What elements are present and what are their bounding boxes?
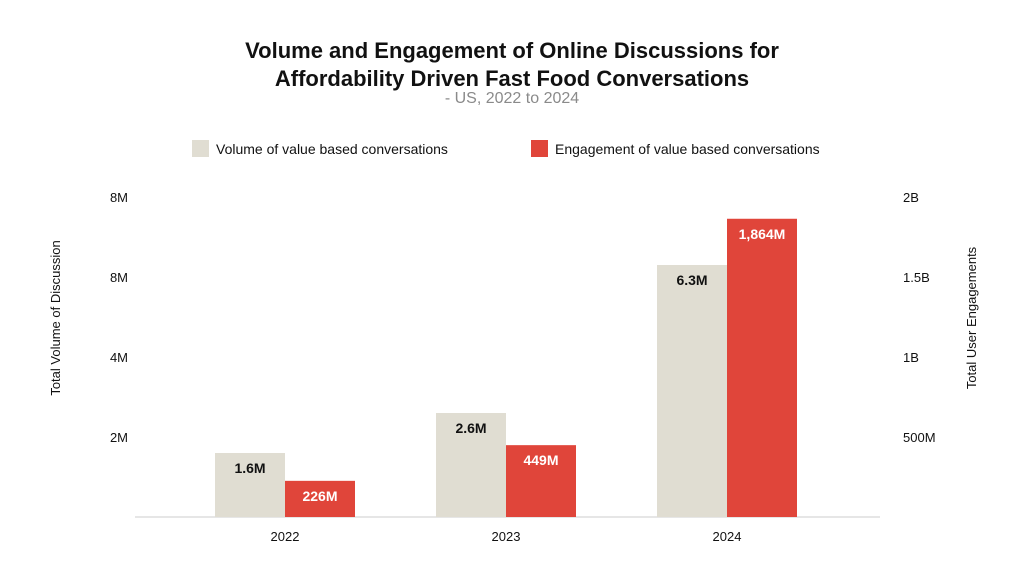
chart-subtitle: - US, 2022 to 2024 [444,90,580,107]
bar-volume-2024 [657,265,727,517]
bar-label-engagement-2022: 226M [302,488,337,504]
legend-swatch-engagement [531,140,548,157]
bar-label-engagement-2024: 1,864M [739,226,786,242]
legend-label-volume: Volume of value based conversations [216,140,448,157]
legend-item-volume: Volume of value based conversations [192,140,448,157]
bar-volume-2023 [436,413,506,517]
bar-volume-2022 [215,453,285,517]
chart-title-line-2: Affordability Driven Fast Food Conversat… [274,66,750,91]
legend-swatch-volume [192,140,209,157]
bar-label-volume-2022: 1.6M [234,460,265,476]
legend-label-engagement: Engagement of value based conversations [555,140,820,157]
bar-engagement-2023 [506,445,576,517]
x-category-label-2023: 2023 [492,529,521,544]
chart-title: Volume and Engagement of Online Discussi… [0,37,1024,93]
chart-axes: 2M 4M 8M 8M 500M 1B 1.5B 2B Total Volume of Disc… [48,190,979,518]
bar-engagement-2024 [727,218,797,517]
bar-label-volume-2023: 2.6M [455,420,486,436]
x-category-label-2022: 2022 [271,529,300,544]
y-right-tick-label: 2B [903,190,919,205]
y-right-tick-label: 1.5B [903,270,930,285]
chart-title-line-1: Volume and Engagement of Online Discussi… [245,38,779,63]
y-left-tick-label: 8M [110,270,128,285]
y-left-tick-label: 2M [110,430,128,445]
chart-legend: Volume of value based conversations Enga… [0,140,1024,162]
y-left-tick-label: 8M [110,190,128,205]
chart-labels: 1.6M 226M 2022 2.6M 449M 2023 6.3M 1,864M 2024 [234,226,785,544]
legend-item-engagement: Engagement of value based conversations [531,140,820,157]
x-category-label-2024: 2024 [713,529,742,544]
y-left-tick-label: 4M [110,350,128,365]
bar-label-volume-2024: 6.3M [676,272,707,288]
y-right-tick-label: 500M [903,430,936,445]
y-axis-title-left: Total Volume of Discussion [48,240,63,395]
y-axis-title-right: Total User Engagements [964,246,979,389]
y-right-tick-label: 1B [903,350,919,365]
chart-bars [215,218,797,517]
bar-engagement-2022 [285,480,355,517]
bar-label-engagement-2023: 449M [523,452,558,468]
